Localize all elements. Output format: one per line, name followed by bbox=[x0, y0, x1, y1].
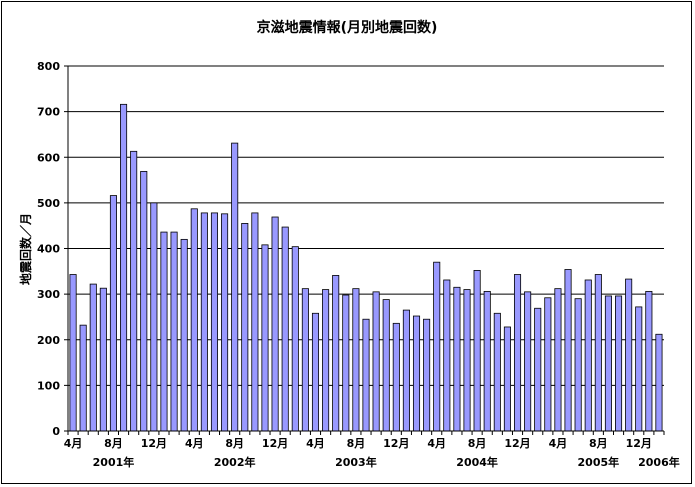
year-label: 2001年 bbox=[93, 455, 135, 469]
month-label: 8月 bbox=[589, 437, 608, 450]
bar-2003-07 bbox=[342, 294, 350, 432]
year-label: 2004年 bbox=[456, 455, 498, 469]
bar-2003-04 bbox=[311, 312, 320, 432]
year-label: 2003年 bbox=[335, 455, 377, 469]
bar-2003-10 bbox=[372, 291, 380, 432]
month-label: 8月 bbox=[225, 437, 244, 450]
month-label: 4月 bbox=[549, 437, 568, 450]
bar-2003-09 bbox=[362, 318, 370, 432]
bar-2004-01 bbox=[402, 309, 410, 432]
year-label: 2006年 bbox=[638, 455, 680, 469]
chart-title: 京滋地震情報(月別地震回数) bbox=[257, 19, 438, 36]
month-label: 4月 bbox=[427, 437, 446, 450]
bar-2005-05 bbox=[564, 269, 572, 432]
bar-2005-09 bbox=[604, 295, 612, 432]
bar-2001-11 bbox=[140, 170, 148, 432]
axes bbox=[64, 65, 665, 435]
bar-2001-09 bbox=[120, 103, 128, 432]
bar-2005-10 bbox=[615, 295, 623, 432]
bar-2004-06 bbox=[453, 286, 461, 432]
bar-2002-07 bbox=[221, 213, 229, 432]
bar-2006-02 bbox=[655, 333, 663, 432]
bar-2004-08 bbox=[473, 269, 481, 432]
bar-2005-02 bbox=[534, 307, 542, 432]
bar-2004-02 bbox=[412, 315, 421, 432]
bar-2002-12 bbox=[271, 216, 279, 432]
bar-2001-04 bbox=[69, 274, 77, 432]
month-label: 4月 bbox=[185, 437, 204, 450]
bar-2005-03 bbox=[544, 297, 552, 432]
y-tick-label: 700 bbox=[37, 106, 60, 119]
y-tick-labels: 0 100 200 300 400 500 600 700 800 bbox=[37, 60, 60, 438]
bar-2004-12 bbox=[513, 274, 522, 432]
bar-2002-10 bbox=[251, 212, 259, 432]
y-tick-label: 500 bbox=[37, 197, 60, 210]
bars bbox=[69, 103, 663, 432]
bar-2001-05 bbox=[79, 324, 87, 432]
bar-2001-10 bbox=[130, 150, 138, 432]
y-tick-label: 200 bbox=[37, 334, 60, 347]
bar-2003-03 bbox=[301, 288, 309, 432]
bar-2006-01 bbox=[645, 290, 653, 432]
bar-2003-06 bbox=[332, 275, 340, 432]
bar-2005-11 bbox=[625, 278, 633, 432]
month-label: 12月 bbox=[262, 437, 288, 450]
bar-2002-03 bbox=[180, 238, 188, 432]
bar-2005-04 bbox=[554, 288, 562, 432]
bar-2005-06 bbox=[574, 298, 582, 432]
bar-2005-08 bbox=[594, 274, 602, 432]
y-tick-label: 800 bbox=[37, 60, 60, 73]
month-label: 12月 bbox=[141, 437, 167, 450]
y-tick-label: 400 bbox=[37, 243, 60, 256]
bar-2002-09 bbox=[241, 223, 249, 432]
bar-2003-05 bbox=[322, 289, 330, 432]
bar-2002-11 bbox=[261, 244, 269, 432]
bar-2003-02 bbox=[291, 246, 299, 432]
bar-2004-11 bbox=[503, 326, 511, 432]
year-label: 2002年 bbox=[214, 455, 256, 469]
bar-2003-08 bbox=[352, 288, 360, 432]
bar-2004-03 bbox=[423, 318, 431, 432]
y-tick-label: 0 bbox=[52, 425, 60, 438]
bar-2004-07 bbox=[463, 289, 471, 432]
bar-2001-08 bbox=[109, 195, 117, 432]
y-axis-label: 地震回数／月 bbox=[18, 213, 33, 285]
bar-2002-05 bbox=[200, 212, 208, 432]
bar-2003-12 bbox=[392, 322, 400, 432]
y-tick-label: 600 bbox=[37, 151, 60, 164]
bar-2001-07 bbox=[99, 287, 107, 432]
month-label: 12月 bbox=[626, 437, 652, 450]
bar-2004-04 bbox=[433, 261, 441, 432]
bar-2001-06 bbox=[89, 283, 97, 432]
bar-2002-08 bbox=[231, 142, 239, 432]
bar-2002-06 bbox=[210, 212, 219, 432]
month-label: 12月 bbox=[504, 437, 530, 450]
month-label: 4月 bbox=[64, 437, 83, 450]
bar-2002-02 bbox=[170, 231, 178, 432]
month-label: 12月 bbox=[383, 437, 409, 450]
month-label: 8月 bbox=[468, 437, 487, 450]
bar-2004-05 bbox=[443, 279, 451, 432]
y-tick-label: 300 bbox=[37, 288, 60, 301]
bar-2005-07 bbox=[584, 279, 592, 432]
bar-2002-01 bbox=[160, 231, 168, 432]
x-tick-labels: 4月 8月 12月 4月 8月 12月 4月 8月 12月 4月 8月 12月 4月 8月 12月 2001年… bbox=[64, 437, 680, 469]
y-tick-label: 100 bbox=[37, 379, 60, 392]
bar-2003-11 bbox=[382, 299, 390, 432]
bar-2003-01 bbox=[281, 226, 289, 432]
month-label: 8月 bbox=[347, 437, 366, 450]
month-label: 4月 bbox=[306, 437, 325, 450]
bar-2002-04 bbox=[190, 208, 198, 432]
bar-2001-12 bbox=[150, 202, 158, 432]
bar-2005-01 bbox=[524, 291, 532, 432]
month-label: 8月 bbox=[104, 437, 123, 450]
bar-2004-10 bbox=[493, 312, 501, 432]
bar-2004-09 bbox=[483, 290, 491, 432]
bar-2005-12 bbox=[635, 306, 643, 432]
year-label: 2005年 bbox=[578, 455, 620, 469]
